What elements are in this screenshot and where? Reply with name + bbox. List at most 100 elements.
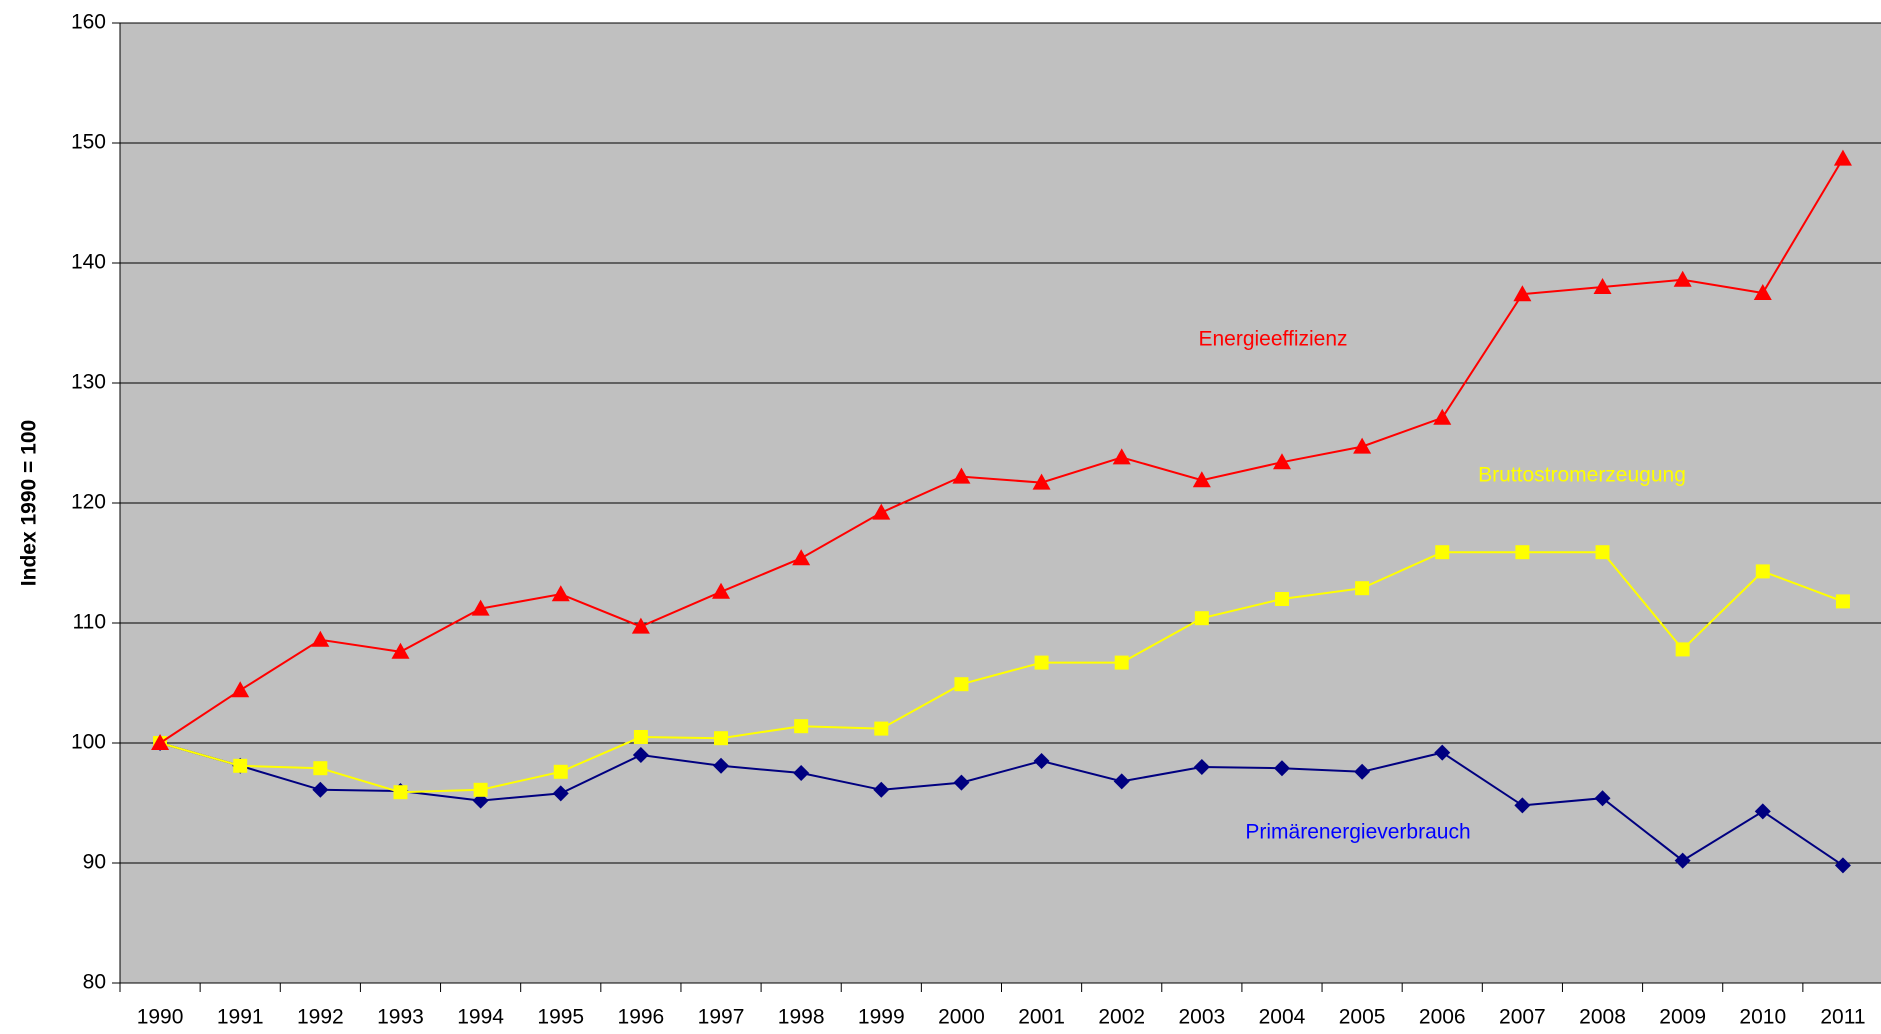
data-point [1354, 763, 1371, 780]
data-point [953, 774, 970, 791]
data-point [952, 467, 971, 484]
data-point [233, 758, 248, 773]
data-point [714, 731, 729, 746]
data-point [1835, 594, 1850, 609]
data-point [151, 734, 170, 750]
data-point [1032, 473, 1051, 490]
data-point [712, 582, 731, 599]
y-tick-label: 90 [83, 851, 106, 874]
x-tick-label: 2003 [1178, 1006, 1225, 1029]
x-tick-label: 2004 [1259, 1006, 1306, 1029]
data-point [1674, 852, 1691, 869]
x-tick-label: 1999 [858, 1006, 905, 1029]
y-tick-label: 80 [83, 971, 106, 994]
series-line [159, 158, 1844, 744]
data-point [1595, 545, 1610, 560]
x-tick-label: 1991 [217, 1006, 264, 1029]
y-tick-label: 120 [71, 491, 106, 514]
data-point [1113, 773, 1130, 790]
data-point [551, 585, 570, 602]
x-tick-label: 2007 [1499, 1006, 1546, 1029]
data-point [794, 719, 809, 734]
x-tick-label: 1995 [537, 1006, 584, 1029]
data-point [1755, 564, 1770, 579]
data-point [1274, 592, 1289, 606]
data-point [874, 721, 889, 736]
y-tick-label: 150 [71, 131, 106, 154]
x-tick-label: 2005 [1339, 1006, 1386, 1029]
data-point [954, 677, 969, 692]
x-tick-label: 2011 [1820, 1006, 1865, 1029]
data-point [1272, 453, 1291, 470]
data-point [312, 781, 329, 798]
y-tick-label: 160 [71, 11, 106, 34]
data-point [632, 747, 649, 763]
data-point [1194, 611, 1209, 626]
data-point [1273, 760, 1290, 777]
x-tick-label: 2006 [1419, 1006, 1466, 1029]
y-tick-label: 130 [71, 371, 106, 394]
y-tick-label: 100 [71, 731, 106, 754]
data-point [1513, 285, 1532, 302]
x-tick-label: 1990 [137, 1006, 184, 1029]
data-point [393, 785, 408, 800]
data-point [793, 765, 810, 781]
series-label: Energieeffizienz [1198, 328, 1347, 351]
data-point [1355, 581, 1370, 596]
series-label: Primärenergieverbrauch [1245, 821, 1470, 844]
x-tick-label: 1992 [297, 1006, 344, 1029]
series-line [159, 551, 1844, 794]
data-point [311, 630, 330, 647]
data-point [231, 681, 250, 698]
data-point [1753, 284, 1772, 300]
data-point [1435, 545, 1450, 560]
x-tick-label: 1993 [377, 1006, 424, 1029]
data-point [1834, 857, 1851, 874]
data-point [391, 642, 410, 659]
data-point [1192, 471, 1211, 488]
data-point [313, 761, 328, 776]
x-tick-label: 2000 [938, 1006, 985, 1029]
data-point [1033, 753, 1050, 769]
x-tick-label: 1996 [618, 1006, 665, 1029]
data-point [1593, 278, 1612, 294]
x-tick-label: 2010 [1739, 1006, 1786, 1029]
data-point [1675, 642, 1690, 657]
data-point [873, 781, 890, 798]
x-tick-label: 2008 [1579, 1006, 1626, 1029]
data-point [1673, 270, 1692, 287]
data-point [631, 617, 650, 634]
data-point [552, 785, 569, 802]
data-point [872, 503, 891, 520]
data-point [1434, 744, 1451, 761]
series-line [159, 742, 1844, 867]
x-tick-label: 1994 [457, 1006, 504, 1029]
x-tick-label: 2009 [1659, 1006, 1706, 1029]
data-point [1114, 655, 1129, 670]
x-tick-label: 2001 [1018, 1006, 1065, 1029]
data-point [713, 757, 730, 774]
x-tick-label: 2002 [1098, 1006, 1145, 1029]
data-point [1514, 797, 1531, 814]
data-point [1193, 759, 1210, 775]
data-point [1594, 790, 1611, 807]
series-label: Bruttostromerzeugung [1478, 464, 1686, 487]
data-point [1034, 655, 1049, 670]
data-point [1433, 408, 1452, 425]
data-point [1353, 437, 1372, 454]
x-tick-label: 1998 [778, 1006, 825, 1029]
data-point [473, 782, 488, 797]
y-tick-label: 110 [73, 611, 106, 634]
data-point [471, 599, 490, 616]
data-point [633, 730, 648, 744]
y-tick-label: 140 [71, 251, 106, 274]
data-point [1515, 545, 1530, 560]
data-point [1833, 149, 1852, 166]
data-point [1754, 803, 1771, 820]
y-axis-label: Index 1990 = 100 [18, 420, 41, 586]
data-point [1112, 448, 1131, 465]
data-point [553, 764, 568, 779]
x-tick-label: 1997 [698, 1006, 745, 1029]
data-point [792, 549, 811, 566]
